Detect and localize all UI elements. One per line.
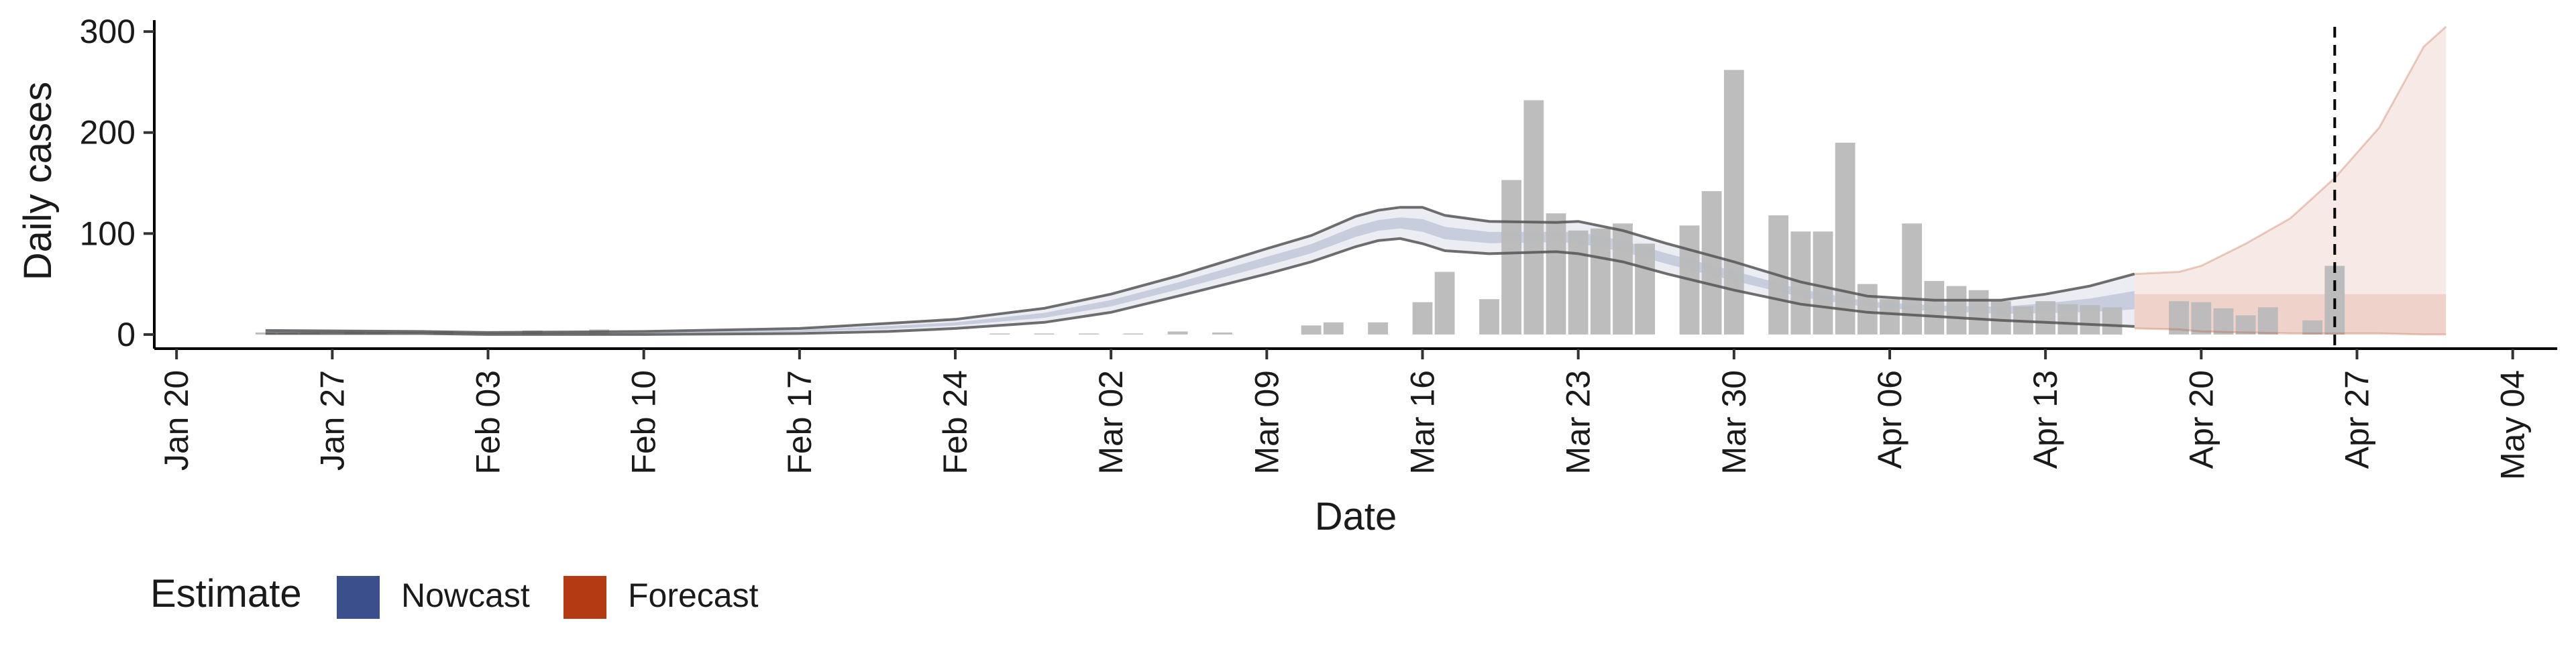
bar <box>1880 299 1900 335</box>
legend-swatch-nowcast <box>337 576 380 619</box>
bar <box>2169 301 2189 335</box>
bar <box>1902 223 1922 335</box>
x-tick-label: Apr 13 <box>2027 370 2064 469</box>
bar <box>1857 284 1878 335</box>
bar <box>1034 333 1055 335</box>
bar <box>1167 331 1188 335</box>
bar <box>1701 191 1722 335</box>
x-tick-label: Apr 06 <box>1871 370 1909 469</box>
bar <box>1968 290 1989 335</box>
legend: Estimate Nowcast Forecast <box>150 572 759 619</box>
bar <box>1479 299 1499 335</box>
bar <box>1412 302 1433 335</box>
forecast-lower-line <box>2134 327 2447 336</box>
bar <box>1924 281 1945 335</box>
bar <box>2102 307 2123 335</box>
bar <box>1323 322 1344 335</box>
y-tick-label: 200 <box>80 114 136 152</box>
bar <box>1590 228 1611 335</box>
bar <box>1212 332 1232 335</box>
forecast-upper-line <box>2134 25 2447 276</box>
y-tick-label: 300 <box>80 13 136 50</box>
bar <box>2302 320 2322 335</box>
bar <box>1990 301 2011 335</box>
x-tick-label: Feb 17 <box>781 370 818 475</box>
bar <box>2057 304 2078 335</box>
bar <box>1301 325 1322 335</box>
y-tick-label: 100 <box>80 215 136 252</box>
x-tick-label: Feb 24 <box>936 370 974 475</box>
bar <box>1813 231 1833 335</box>
bar <box>1501 180 1521 335</box>
forecast-band-inner <box>2134 294 2447 335</box>
bar <box>1835 142 1856 335</box>
bar <box>1123 333 1144 335</box>
nowcast-band-outer <box>265 207 2135 335</box>
bar <box>1079 333 1099 335</box>
bar <box>2235 315 2256 335</box>
bar <box>2213 308 2234 335</box>
bar <box>2257 307 2278 335</box>
bar <box>1946 286 1967 335</box>
bar <box>1613 223 1633 335</box>
nowcast-lower-line <box>265 237 2135 336</box>
x-tick-label: Mar 16 <box>1404 370 1442 475</box>
legend-label-nowcast: Nowcast <box>401 577 530 614</box>
x-tick-label: Jan 27 <box>313 370 351 471</box>
x-tick-label: Mar 23 <box>1560 370 1597 475</box>
legend-label-forecast: Forecast <box>628 577 759 614</box>
bar <box>1723 70 1744 335</box>
uncertainty-bands <box>265 26 2447 335</box>
bar <box>1635 243 1655 335</box>
x-tick-label: Apr 27 <box>2339 370 2376 469</box>
bar <box>1434 272 1455 335</box>
bar <box>1546 213 1566 335</box>
bar <box>1568 230 1589 335</box>
bar <box>1368 322 1388 335</box>
x-tick-label: Feb 03 <box>470 370 507 475</box>
y-tick-label: 0 <box>117 316 136 353</box>
x-axis-title: Date <box>1315 495 1397 538</box>
bar <box>1523 100 1544 335</box>
nowcast-upper-line <box>265 206 2135 334</box>
bar <box>2080 305 2100 335</box>
x-tick-label: Apr 20 <box>2182 370 2220 469</box>
x-tick-label: Mar 02 <box>1092 370 1130 475</box>
forecast-band-outer <box>2134 26 2447 335</box>
interval-lines <box>265 25 2447 336</box>
y-axis-title: Daily cases <box>16 82 60 281</box>
legend-swatch-forecast <box>564 576 606 619</box>
x-tick-label: Feb 10 <box>625 370 663 475</box>
bar <box>989 333 1010 335</box>
bar <box>2035 301 2055 335</box>
x-tick-label: May 04 <box>2494 370 2532 480</box>
axes: 0 100 200 300 Jan 20 Jan 27 Feb 03 Feb 10 Feb 17… <box>16 13 2557 538</box>
x-tick-label: Mar 30 <box>1715 370 1753 475</box>
x-tick-label: Jan 20 <box>158 370 195 471</box>
bar <box>2191 302 2212 335</box>
legend-title: Estimate <box>150 572 302 615</box>
x-tick-label: Mar 09 <box>1248 370 1285 475</box>
